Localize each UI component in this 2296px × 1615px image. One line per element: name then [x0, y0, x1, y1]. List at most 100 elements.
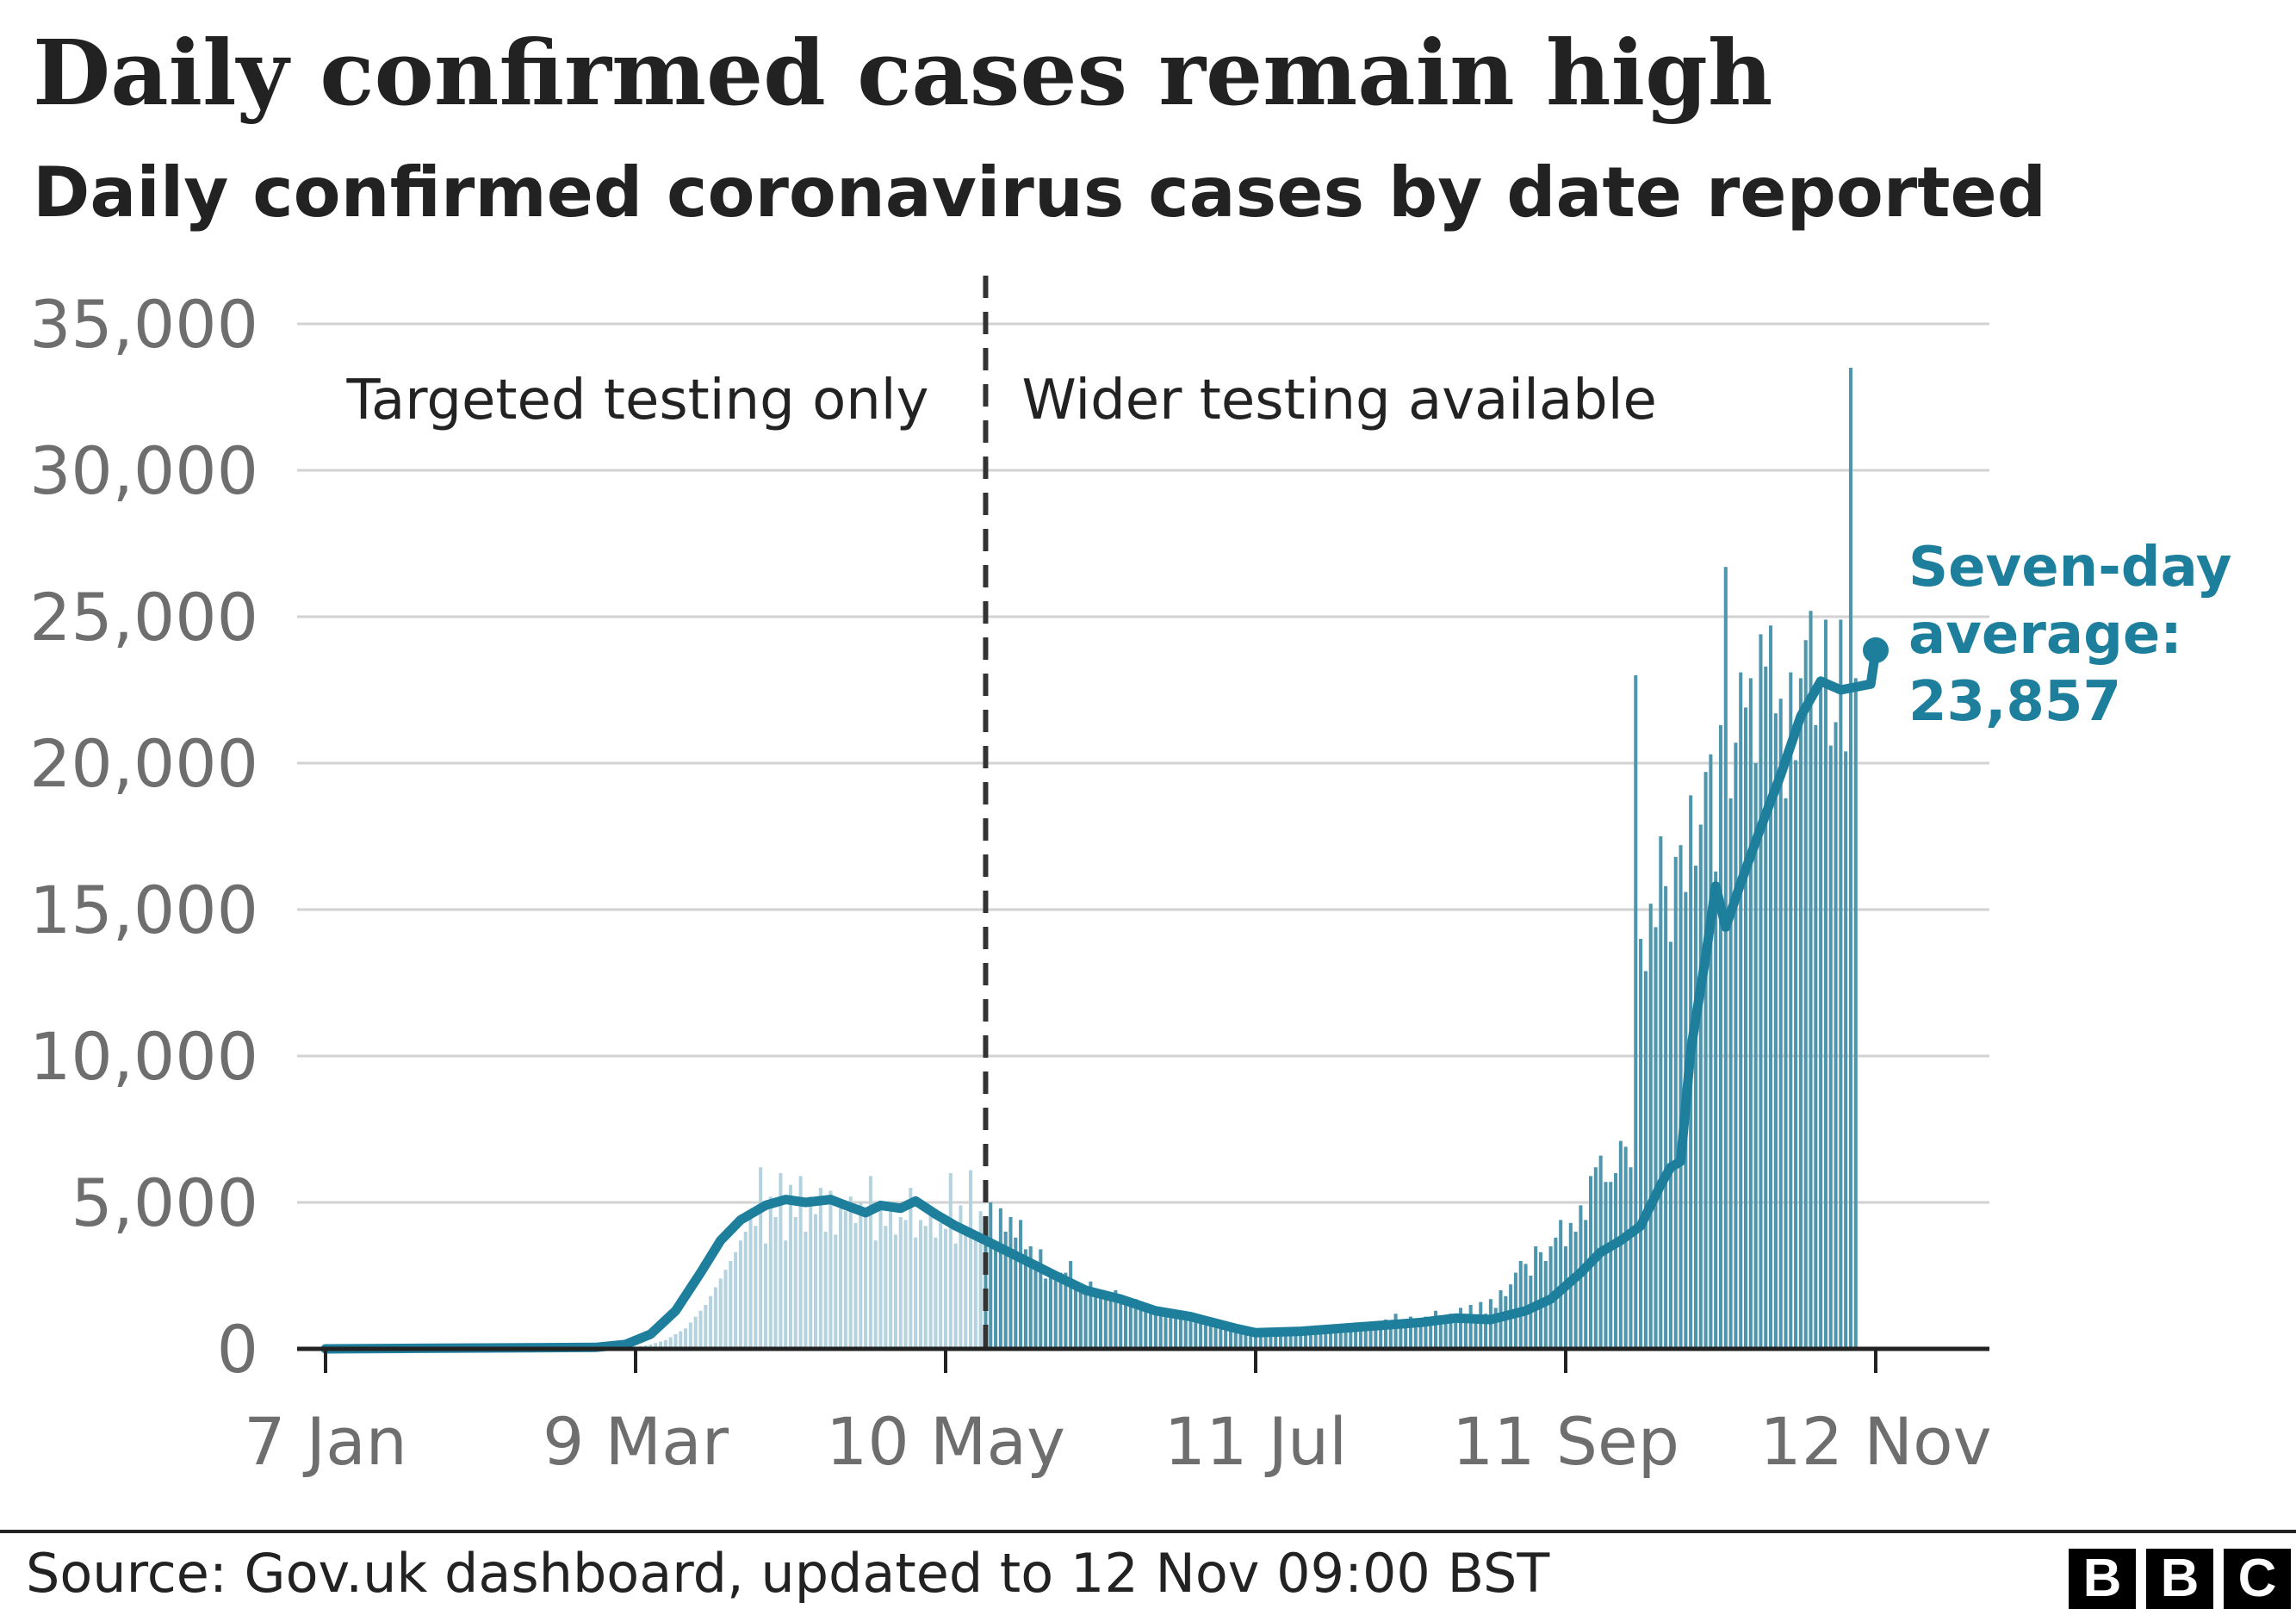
- annotation-line-3: 23,857: [1908, 670, 2121, 734]
- daily-bar: [1679, 845, 1683, 1349]
- daily-bar: [959, 1205, 963, 1349]
- daily-bar: [1769, 625, 1773, 1349]
- daily-bar: [1048, 1270, 1052, 1349]
- daily-bar: [693, 1316, 698, 1349]
- daily-bar: [948, 1173, 953, 1349]
- daily-bar: [688, 1322, 692, 1349]
- daily-bar: [1354, 1322, 1358, 1349]
- daily-bar: [1073, 1284, 1077, 1349]
- daily-bar: [1069, 1261, 1073, 1349]
- daily-bar: [859, 1202, 863, 1349]
- x-tick-label: 12 Nov: [1759, 1403, 1991, 1480]
- daily-bar: [1834, 722, 1838, 1349]
- daily-bar: [1468, 1305, 1473, 1349]
- daily-bar: [1019, 1220, 1023, 1349]
- daily-bar: [1033, 1261, 1038, 1349]
- daily-bar: [1438, 1320, 1443, 1349]
- daily-bar: [1374, 1322, 1378, 1349]
- daily-bar: [928, 1208, 933, 1349]
- daily-bar: [1668, 941, 1672, 1349]
- annotation-line-2: average:: [1908, 603, 2182, 667]
- daily-bar: [684, 1328, 688, 1349]
- daily-bar: [1424, 1316, 1428, 1349]
- daily-bar: [984, 1220, 988, 1349]
- daily-bar: [729, 1261, 733, 1349]
- daily-bar: [748, 1217, 753, 1349]
- daily-bar: [1709, 754, 1713, 1349]
- daily-bar: [1399, 1325, 1403, 1349]
- daily-bar: [1623, 1146, 1628, 1349]
- daily-bar: [1814, 724, 1818, 1349]
- daily-bar: [743, 1232, 748, 1349]
- daily-bar: [1078, 1290, 1083, 1349]
- daily-bar: [934, 1237, 938, 1349]
- daily-bar: [1798, 678, 1803, 1349]
- daily-bar: [1794, 760, 1798, 1349]
- daily-bar: [773, 1217, 778, 1349]
- daily-bar: [1459, 1308, 1463, 1349]
- daily-bar: [1144, 1308, 1148, 1349]
- daily-bar: [1333, 1328, 1337, 1349]
- x-tick-label: 11 Sep: [1452, 1403, 1679, 1480]
- x-tick-label: 11 Jul: [1164, 1403, 1348, 1480]
- daily-bar: [1363, 1325, 1368, 1349]
- daily-bar: [1128, 1301, 1132, 1349]
- daily-bar: [1319, 1328, 1323, 1349]
- daily-bar: [1789, 672, 1793, 1349]
- daily-bar: [1343, 1325, 1348, 1349]
- bbc-logo: B B C: [2069, 1549, 2291, 1609]
- y-tick-label: 35,000: [29, 286, 258, 363]
- daily-bar: [943, 1228, 948, 1349]
- daily-bar: [1759, 634, 1763, 1349]
- daily-bar: [654, 1343, 658, 1349]
- daily-bar: [823, 1232, 828, 1349]
- daily-bar: [923, 1226, 928, 1349]
- daily-bar: [1244, 1334, 1248, 1349]
- daily-bar: [1848, 368, 1852, 1349]
- daily-bar: [1418, 1320, 1423, 1349]
- daily-bar: [788, 1184, 793, 1349]
- daily-bar: [1379, 1325, 1383, 1349]
- daily-bar: [1534, 1246, 1538, 1349]
- daily-bar: [798, 1176, 803, 1349]
- seven-day-average-annotation: Seven-day average: 23,857: [1908, 536, 2251, 734]
- daily-bar: [1064, 1272, 1068, 1349]
- daily-bar: [978, 1211, 983, 1349]
- targeted-testing-label: Targeted testing only: [346, 369, 929, 432]
- daily-bar: [1809, 611, 1813, 1349]
- wider-testing-label: Wider testing available: [1021, 369, 1656, 432]
- y-tick-label: 25,000: [29, 579, 258, 655]
- daily-bar: [1518, 1261, 1523, 1349]
- daily-bar: [1639, 939, 1643, 1349]
- daily-bar: [1183, 1316, 1188, 1349]
- daily-bar: [864, 1211, 868, 1349]
- daily-bar: [953, 1243, 958, 1349]
- source-note: Source: Gov.uk dashboard, updated to 12 …: [26, 1542, 1550, 1605]
- daily-bar: [713, 1287, 717, 1349]
- daily-bar: [1008, 1217, 1013, 1349]
- daily-bar: [763, 1243, 767, 1349]
- daily-bar: [939, 1222, 943, 1349]
- daily-bar: [1188, 1314, 1193, 1349]
- daily-bar: [1723, 567, 1728, 1349]
- daily-bar: [1404, 1320, 1408, 1349]
- daily-bar: [914, 1237, 918, 1349]
- daily-bar: [1383, 1320, 1387, 1349]
- daily-bar: [1028, 1246, 1033, 1349]
- daily-bar: [1094, 1293, 1098, 1349]
- daily-bar: [1748, 678, 1753, 1349]
- daily-bar: [1194, 1314, 1198, 1349]
- daily-bar: [1604, 1182, 1608, 1349]
- daily-bar: [1673, 856, 1678, 1349]
- daily-bar: [918, 1220, 922, 1349]
- daily-bar: [738, 1240, 742, 1349]
- daily-bar: [1228, 1328, 1232, 1349]
- daily-bar: [1249, 1334, 1253, 1349]
- latest-average-marker: [1863, 637, 1889, 663]
- daily-bar: [1839, 619, 1843, 1349]
- daily-bar: [964, 1226, 968, 1349]
- logo-letter-2: B: [2146, 1549, 2213, 1609]
- daily-bar: [1434, 1310, 1438, 1349]
- daily-bar: [1753, 763, 1758, 1349]
- daily-bar: [1329, 1325, 1333, 1349]
